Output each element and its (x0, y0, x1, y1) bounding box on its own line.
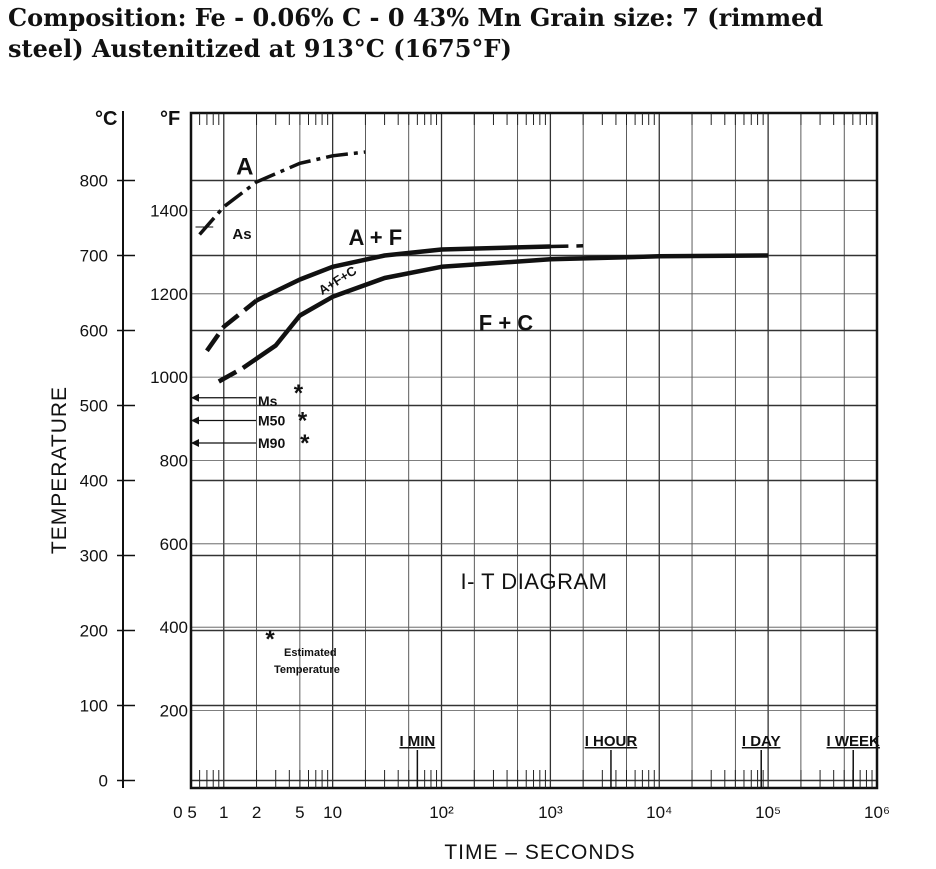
time-mark-label: I MIN (399, 733, 435, 750)
fahrenheit-tick-label: 600 (160, 535, 188, 554)
figure-caption: Composition: Fe - 0.06% C - 0 43% Mn Gra… (8, 2, 933, 64)
point-arrow (191, 393, 199, 402)
x-tick-label: 0 5 (173, 803, 197, 822)
point-arrow (191, 439, 199, 447)
chart-title: I- T DIAGRAM (461, 569, 608, 594)
point-arrow (191, 416, 199, 425)
x-tick-label: 1 (219, 803, 228, 822)
plot-frame (189, 111, 879, 790)
x-tick-label: 10⁶ (864, 803, 890, 822)
region-label: A (236, 154, 253, 181)
time-mark-label: I WEEK (827, 733, 881, 750)
celsius-tick-label: 800 (80, 172, 108, 191)
celsius-tick-label: 0 (99, 772, 108, 791)
legend-marker: * (265, 626, 275, 653)
point-label: M90 (258, 435, 285, 451)
region-label: F + C (479, 311, 534, 336)
estimated-point-marker: * (294, 380, 304, 407)
celsius-tick-label: 600 (80, 322, 108, 341)
celsius-tick-label: 300 (80, 547, 108, 566)
series-line-solid-segment (255, 244, 551, 303)
as-label: As (232, 226, 251, 243)
x-tick-label: 2 (252, 803, 261, 822)
point-label: M50 (258, 413, 285, 429)
axes: 0 100 200 300 400 500 600 700 800 °C °F 200 400 600 80… (48, 108, 890, 864)
time-mark-label: I DAY (742, 733, 781, 750)
celsius-unit-label: °C (95, 108, 117, 130)
y-axis-title: TEMPERATURE (48, 386, 71, 554)
fahrenheit-tick-label: 1400 (150, 202, 188, 221)
fahrenheit-tick-label: 1200 (150, 285, 188, 304)
x-tick-label: 10³ (538, 803, 563, 822)
series-line-solid-segment (241, 253, 769, 370)
fahrenheit-tick-label: 200 (160, 702, 188, 721)
x-tick-label: 10 (323, 803, 342, 822)
x-tick-label: 10⁵ (755, 803, 781, 822)
fahrenheit-unit-label: °F (160, 108, 180, 130)
celsius-tick-label: 700 (80, 247, 108, 266)
fahrenheit-tick-label: 1000 (150, 368, 188, 387)
region-label: A + F (349, 225, 403, 250)
x-tick-label: 10⁴ (646, 803, 672, 822)
caption-line-1: Composition: Fe - 0.06% C - 0 43% Mn Gra… (8, 3, 824, 32)
celsius-tick-label: 200 (80, 622, 108, 641)
estimated-point-marker: * (298, 408, 308, 435)
estimated-point-marker: * (300, 430, 310, 457)
legend-line-1: Estimated (284, 647, 337, 659)
grid-lines (191, 113, 877, 788)
series-line-dashed-segment (205, 298, 258, 353)
fahrenheit-tick-label: 400 (160, 618, 188, 637)
series-line-dashed-segment (217, 366, 244, 384)
celsius-tick-label: 500 (80, 397, 108, 416)
fahrenheit-tick-label: 800 (160, 451, 188, 470)
series-line (198, 150, 366, 236)
point-label: Ms (258, 393, 278, 409)
legend-line-2: Temperature (274, 664, 340, 676)
caption-line-2: steel) Austenitized at 913°C (1675°F) (8, 34, 512, 63)
celsius-tick-label: 400 (80, 472, 108, 491)
x-tick-label: 10² (429, 803, 454, 822)
series-line (550, 244, 584, 249)
celsius-tick-label: 100 (80, 697, 108, 716)
series-group (198, 150, 769, 384)
x-axis-title: TIME – SECONDS (444, 841, 635, 864)
time-mark-label: I HOUR (585, 733, 638, 750)
x-tick-label: 5 (295, 803, 304, 822)
